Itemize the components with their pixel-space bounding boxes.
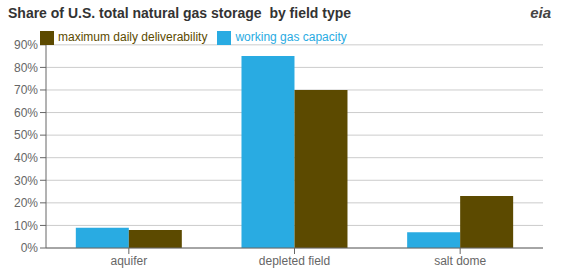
svg-text:70%: 70% xyxy=(14,83,38,97)
svg-text:30%: 30% xyxy=(14,174,38,188)
svg-text:40%: 40% xyxy=(14,151,38,165)
svg-text:80%: 80% xyxy=(14,61,38,75)
svg-text:depleted field: depleted field xyxy=(259,254,330,268)
html-text:eia: eia xyxy=(530,4,551,21)
html-text:Share of U.S. total natural ga: Share of U.S. total natural gas storage … xyxy=(8,5,352,21)
svg-text:salt dome: salt dome xyxy=(434,254,486,268)
svg-text:10%: 10% xyxy=(14,219,38,233)
html-text:working gas capacity: working gas capacity xyxy=(235,30,347,44)
svg-text:0%: 0% xyxy=(21,241,39,255)
svg-text:60%: 60% xyxy=(14,106,38,120)
html-text:maximum daily deliverability: maximum daily deliverability xyxy=(58,30,208,44)
svg-text:aquifer: aquifer xyxy=(110,254,147,268)
svg-text:20%: 20% xyxy=(14,196,38,210)
svg-text:50%: 50% xyxy=(14,128,38,142)
svg-text:90%: 90% xyxy=(14,38,38,52)
